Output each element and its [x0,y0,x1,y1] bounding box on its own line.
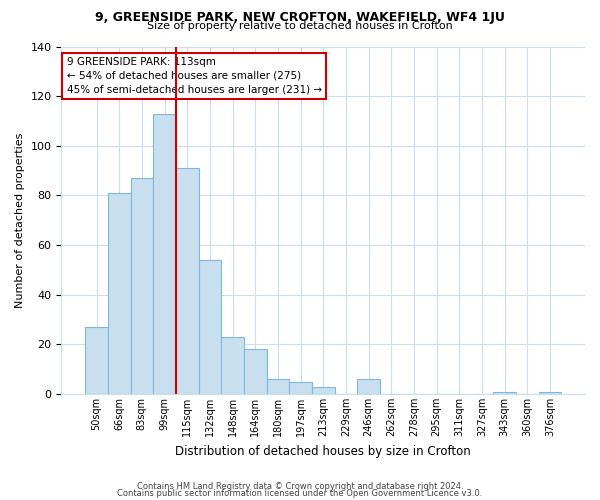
Bar [153,114,176,394]
Y-axis label: Number of detached properties: Number of detached properties [15,132,25,308]
X-axis label: Distribution of detached houses by size in Crofton: Distribution of detached houses by size … [175,444,471,458]
Bar [176,168,199,394]
Bar [85,327,108,394]
Text: Size of property relative to detached houses in Crofton: Size of property relative to detached ho… [147,21,453,31]
Bar [199,260,221,394]
Text: 9 GREENSIDE PARK: 113sqm
← 54% of detached houses are smaller (275)
45% of semi-: 9 GREENSIDE PARK: 113sqm ← 54% of detach… [67,57,322,95]
Bar [493,392,516,394]
Bar [539,392,561,394]
Bar [312,386,335,394]
Bar [266,379,289,394]
Bar [131,178,153,394]
Bar [244,350,266,394]
Bar [289,382,312,394]
Bar [357,379,380,394]
Bar [108,193,131,394]
Text: Contains public sector information licensed under the Open Government Licence v3: Contains public sector information licen… [118,490,482,498]
Text: Contains HM Land Registry data © Crown copyright and database right 2024.: Contains HM Land Registry data © Crown c… [137,482,463,491]
Bar [221,337,244,394]
Text: 9, GREENSIDE PARK, NEW CROFTON, WAKEFIELD, WF4 1JU: 9, GREENSIDE PARK, NEW CROFTON, WAKEFIEL… [95,11,505,24]
